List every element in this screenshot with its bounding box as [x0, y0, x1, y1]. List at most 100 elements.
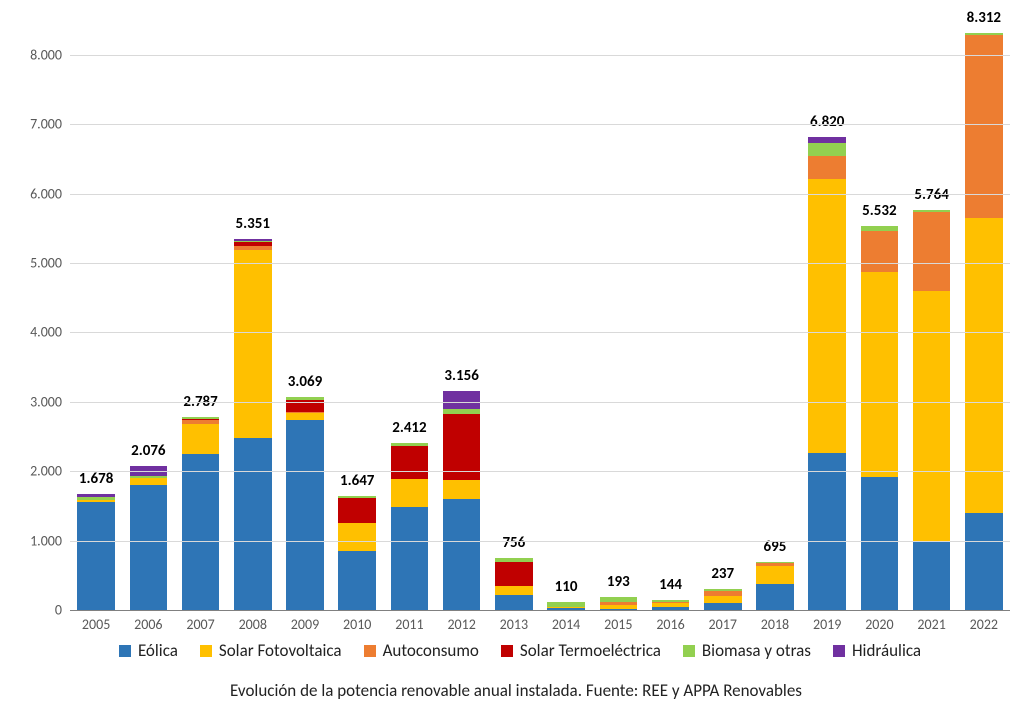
bar: 756: [495, 558, 533, 610]
bar-slot: 1.6472010: [331, 20, 383, 610]
x-axis-tick-label: 2010: [343, 610, 371, 633]
bar-segment-eolica: [756, 584, 794, 610]
bar-segment-solar_fv: [704, 596, 742, 603]
bars-row: 1.67820052.07620062.78720075.35120083.06…: [70, 20, 1010, 610]
gridline: [70, 402, 1010, 403]
legend-swatch: [119, 645, 131, 657]
bar-total-label: 8.312: [967, 9, 1001, 33]
bar-segment-eolica: [704, 603, 742, 610]
legend-swatch: [501, 645, 513, 657]
bar: 237: [704, 589, 742, 610]
bar: 144: [652, 600, 690, 610]
bar-total-label: 5.764: [914, 186, 948, 210]
bar: 2.412: [391, 443, 429, 610]
bar-slot: 1932015: [592, 20, 644, 610]
bar-slot: 8.3122022: [958, 20, 1010, 610]
bar-segment-solar_termo: [443, 414, 481, 480]
gridline: [70, 332, 1010, 333]
x-axis-tick-label: 2015: [604, 610, 632, 633]
bar-total-label: 2.076: [131, 442, 165, 466]
bar-total-label: 5.351: [236, 215, 270, 239]
bar-slot: 1442016: [644, 20, 696, 610]
bar-segment-eolica: [391, 507, 429, 610]
y-axis-tick-label: 0: [55, 602, 70, 619]
bar-segment-solar_termo: [338, 498, 376, 524]
bar-slot: 5.5322020: [853, 20, 905, 610]
bar-slot: 5.3512008: [227, 20, 279, 610]
bar: 6.820: [808, 137, 846, 610]
bar-segment-solar_fv: [861, 272, 899, 477]
bar-total-label: 1.647: [340, 472, 374, 496]
gridline: [70, 471, 1010, 472]
bar-slot: 6952018: [749, 20, 801, 610]
legend-label: Solar Fotovoltaica: [219, 640, 342, 661]
legend: EólicaSolar FotovoltaicaAutoconsumoSolar…: [40, 640, 1000, 661]
bar-segment-solar_fv: [495, 586, 533, 594]
bar-total-label: 2.412: [392, 419, 426, 443]
legend-item-eolica: Eólica: [119, 640, 178, 661]
bar-segment-solar_fv: [338, 523, 376, 551]
legend-label: Solar Termoeléctrica: [520, 640, 661, 661]
bar-segment-solar_fv: [808, 179, 846, 453]
x-axis-tick-label: 2020: [865, 610, 893, 633]
y-axis-tick-label: 2.000: [30, 463, 70, 480]
bar-segment-autoconsumo: [808, 156, 846, 179]
x-axis-tick-label: 2011: [395, 610, 423, 633]
bar-slot: 7562013: [488, 20, 540, 610]
bar-segment-solar_fv: [182, 424, 220, 454]
bar-total-label: 5.532: [862, 202, 896, 226]
y-axis-tick-label: 3.000: [30, 393, 70, 410]
bar-total-label: 110: [555, 578, 578, 602]
bar: 3.156: [443, 391, 481, 610]
bar-slot: 3.1562012: [436, 20, 488, 610]
x-axis-tick-label: 2008: [239, 610, 267, 633]
legend-item-biomasa: Biomasa y otras: [683, 640, 811, 661]
bar-segment-autoconsumo: [965, 35, 1003, 218]
bar-segment-solar_fv: [443, 480, 481, 499]
bar-segment-autoconsumo: [913, 212, 951, 291]
x-axis-tick-label: 2005: [82, 610, 110, 633]
legend-item-hidraulica: Hidráulica: [833, 640, 921, 661]
x-axis-tick-label: 2014: [552, 610, 580, 633]
y-axis-tick-label: 5.000: [30, 254, 70, 271]
x-axis-tick-label: 2007: [186, 610, 214, 633]
bar-segment-biomasa: [808, 143, 846, 156]
x-axis-tick-label: 2016: [656, 610, 684, 633]
x-axis-tick-label: 2006: [134, 610, 162, 633]
bar-segment-eolica: [808, 453, 846, 610]
chart-caption: Evolución de la potencia renovable anual…: [0, 680, 1032, 701]
legend-swatch: [364, 645, 376, 657]
bar-segment-eolica: [234, 438, 272, 610]
legend-label: Biomasa y otras: [702, 640, 811, 661]
y-axis-tick-label: 8.000: [30, 46, 70, 63]
gridline: [70, 124, 1010, 125]
bar-segment-solar_fv: [130, 478, 168, 485]
x-axis-tick-label: 2013: [500, 610, 528, 633]
bar-total-label: 3.156: [444, 367, 478, 391]
gridline: [70, 55, 1010, 56]
bar-segment-eolica: [913, 541, 951, 610]
bar-slot: 1102014: [540, 20, 592, 610]
y-axis-tick-label: 6.000: [30, 185, 70, 202]
bar-segment-solar_termo: [391, 446, 429, 479]
bar-segment-solar_fv: [234, 250, 272, 437]
x-axis-tick-label: 2018: [761, 610, 789, 633]
bar-segment-eolica: [495, 595, 533, 610]
bar: 8.312: [965, 33, 1003, 610]
plot-area: 1.67820052.07620062.78720075.35120083.06…: [70, 20, 1010, 611]
bar: 5.764: [913, 210, 951, 610]
bar-slot: 2.0762006: [122, 20, 174, 610]
bar: 1.647: [338, 496, 376, 610]
bar-total-label: 237: [711, 565, 734, 589]
bar-slot: 3.0692009: [279, 20, 331, 610]
bar-segment-eolica: [182, 454, 220, 610]
bar-segment-eolica: [965, 513, 1003, 610]
bar-segment-solar_fv: [286, 413, 324, 420]
gridline: [70, 263, 1010, 264]
x-axis-tick-label: 2012: [447, 610, 475, 633]
gridline: [70, 541, 1010, 542]
y-axis-tick-label: 7.000: [30, 116, 70, 133]
legend-swatch: [200, 645, 212, 657]
legend-item-solar_termo: Solar Termoeléctrica: [501, 640, 661, 661]
bar-slot: 5.7642021: [906, 20, 958, 610]
